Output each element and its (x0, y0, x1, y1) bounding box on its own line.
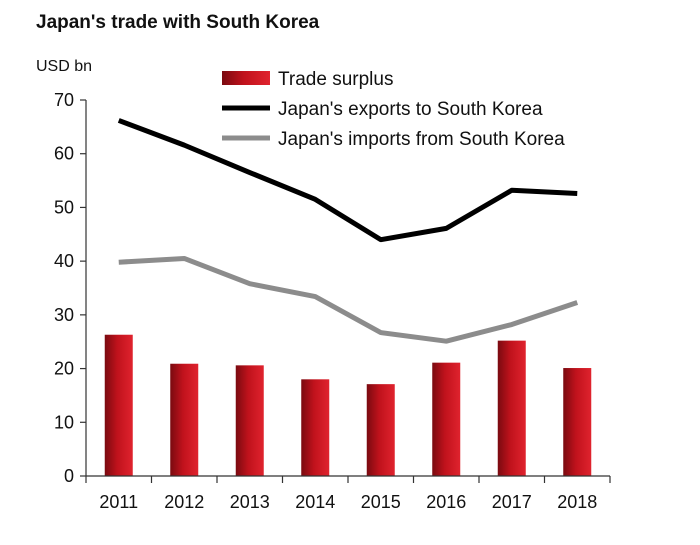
x-tick-label: 2015 (361, 492, 401, 512)
lines-group (117, 118, 579, 344)
x-tick-label: 2013 (230, 492, 270, 512)
bar-trade-surplus-2012 (170, 363, 199, 476)
x-tick-label: 2014 (295, 492, 335, 512)
x-tick-label: 2011 (99, 492, 138, 512)
bar-trade-surplus-2013 (235, 365, 264, 476)
y-tick-label: 60 (54, 144, 74, 164)
bar-trade-surplus-2015 (366, 384, 395, 476)
y-tick-label: 40 (54, 251, 74, 271)
x-tick-label: 2017 (492, 492, 532, 512)
legend-label: Trade surplus (278, 69, 393, 90)
legend-label: Japan's imports from South Korea (278, 129, 565, 150)
bar-trade-surplus-2017 (497, 340, 526, 476)
y-axis-unit-label: USD bn (36, 58, 93, 75)
bar-trade-surplus-2016 (432, 362, 461, 476)
y-tick-label: 20 (54, 359, 74, 379)
axes-group: 0 10 20 30 40 50 60 70 2011 2012 2013 2014 2015 2016 2… (54, 90, 611, 512)
y-tick-label: 70 (54, 90, 74, 110)
chart-title: Japan's trade with South Korea (36, 12, 320, 33)
y-tick-label: 10 (54, 412, 74, 432)
bars-group (104, 334, 592, 476)
bar-trade-surplus-2011 (104, 334, 133, 476)
bar-trade-surplus-2014 (301, 379, 330, 476)
line-imports (118, 255, 579, 344)
y-tick-label: 0 (64, 466, 74, 486)
bar-trade-surplus-2018 (563, 368, 592, 476)
x-tick-label: 2016 (426, 492, 466, 512)
y-tick-label: 30 (54, 305, 74, 325)
line-exports (117, 118, 578, 243)
legend-label: Japan's exports to South Korea (278, 99, 543, 120)
chart-legend: Trade surplus Japan's exports to South Ko… (222, 69, 565, 150)
x-tick-label: 2018 (557, 492, 597, 512)
legend-swatch-trade-surplus (222, 71, 270, 85)
y-tick-label: 50 (54, 197, 74, 217)
x-tick-label: 2012 (164, 492, 204, 512)
